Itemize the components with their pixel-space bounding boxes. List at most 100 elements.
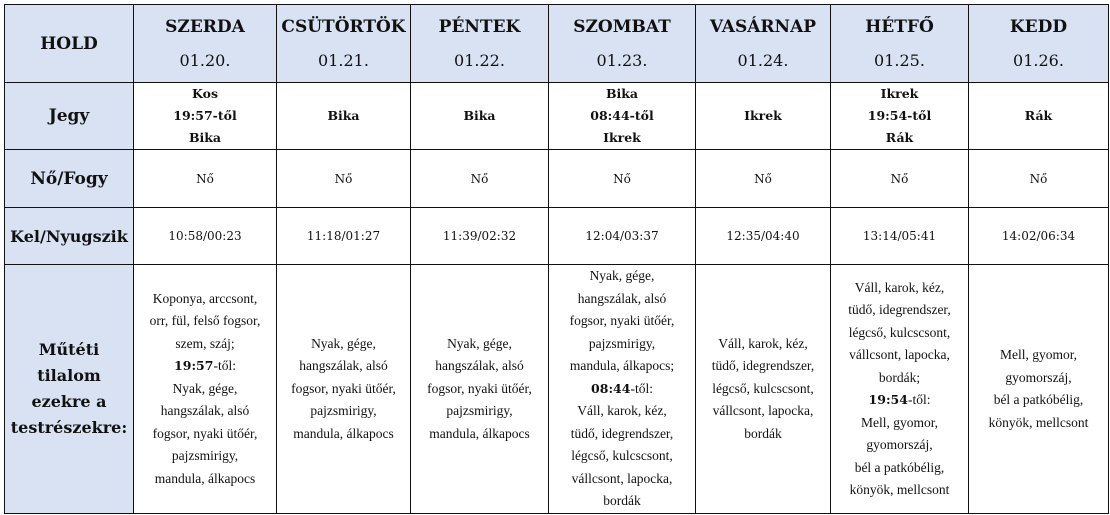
sign-line: Ikrek <box>744 108 782 123</box>
day-header: PÉNTEK 01.22. <box>410 4 549 83</box>
restriction-time: 08:44 <box>591 380 631 396</box>
restriction-label-line: testrészekre: <box>10 418 128 437</box>
restriction-line: Koponya, arccsont, <box>152 290 258 306</box>
sign-line: 08:44-től <box>590 108 654 123</box>
sign-line: Bika <box>605 86 639 101</box>
restriction-line: fogsor, nyaki ütőér, <box>569 313 675 329</box>
restriction-line: mandula, álkapocs; <box>569 358 675 374</box>
day-name: SZERDA <box>165 16 245 37</box>
riseset-cell: 11:18/01:27 <box>276 207 411 265</box>
sign-line: Ikrek <box>603 130 641 145</box>
restriction-line: bél a patkóbélig, <box>993 392 1084 407</box>
restriction-cell: Mell, gyomor, gyomorszáj, bél a patkóbélig… <box>968 264 1109 514</box>
moon-calendar-table: HOLD SZERDA 01.20. CSÜTÖRTÖK 01.21. PÉNTEK 01… <box>4 4 1109 514</box>
restriction-line: Nyak, gége, <box>311 335 376 351</box>
phase-cell: Nő <box>548 149 696 208</box>
restriction-line: Váll, karok, kéz, <box>854 279 945 295</box>
restriction-line: Nyak, gége, <box>447 335 512 351</box>
restriction-line: szem, száj; <box>175 335 235 351</box>
sign-line: Rák <box>885 130 914 145</box>
phase-cell: Nő <box>276 149 411 208</box>
riseset-cell: 14:02/06:34 <box>968 207 1109 265</box>
phase-row: Nő/Fogy Nő Nő Nő Nő Nő Nő Nő <box>4 149 1109 208</box>
restriction-line: könyök, mellcsont <box>849 482 950 497</box>
day-name: CSÜTÖRTÖK <box>281 16 406 37</box>
restriction-cell: Nyak, gége, hangszálak, alsó fogsor, nyaki… <box>410 264 549 514</box>
restriction-line: bél a patkóbélig, <box>854 459 945 475</box>
day-header: VASÁRNAP 01.24. <box>695 4 831 83</box>
day-date: 01.20. <box>179 50 231 70</box>
restriction-line: pajzsmirigy, <box>588 335 656 351</box>
restriction-line: fogsor, nyaki ütőér, <box>291 380 396 396</box>
restriction-line: Mell, gyomor, <box>999 347 1078 362</box>
day-name: HÉTFŐ <box>865 16 934 37</box>
restriction-line: hangszálak, alsó <box>577 290 667 306</box>
day-date: 01.21. <box>318 50 369 70</box>
restriction-time-suffix: -től: <box>630 380 653 396</box>
restriction-cell: Nyak, gége, hangszálak, alsó fogsor, nyaki… <box>548 264 696 514</box>
restriction-line: pajzsmirigy, <box>446 403 513 419</box>
sign-cell: Kos 19:57-től Bika <box>133 82 277 150</box>
restriction-line: mandula, álkapocs <box>293 425 394 441</box>
sign-label: Jegy <box>4 82 134 150</box>
sign-line: Bika <box>327 108 360 123</box>
day-date: 01.25. <box>874 50 925 70</box>
sign-line: Rák <box>1024 108 1053 123</box>
restriction-line: vállcsont, lapocka, <box>849 347 950 362</box>
day-header: KEDD 01.26. <box>968 4 1109 83</box>
restriction-cell: Nyak, gége, hangszálak, alsó fogsor, nyaki… <box>276 264 411 514</box>
day-name: SZOMBAT <box>573 16 671 37</box>
sign-cell: Bika 08:44-től Ikrek <box>548 82 696 150</box>
day-name: VASÁRNAP <box>709 16 817 37</box>
phase-cell: Nő <box>830 149 969 208</box>
restriction-line: pajzsmirigy, <box>310 403 377 419</box>
restriction-line: gyomorszáj, <box>866 437 933 452</box>
restriction-line: 19:54-től: <box>831 389 968 412</box>
restriction-line: pajzsmirigy, <box>171 448 239 464</box>
restriction-line: bordák <box>603 493 641 509</box>
restriction-label-line: ezekre a <box>31 392 107 411</box>
day-header: SZOMBAT 01.23. <box>548 4 696 83</box>
restriction-line: légcső, kulcscsont, <box>571 448 673 464</box>
restriction-cell: Koponya, arccsont, orr, fül, felső fogsor… <box>133 264 277 514</box>
sign-line: Ikrek <box>880 86 919 101</box>
restriction-label-line: Műtéti tilalom <box>37 340 101 385</box>
restriction-line: orr, fül, felső fogsor, <box>149 313 261 329</box>
restriction-cell: Váll, karok, kéz, tüdő, idegrendszer, légc… <box>830 264 969 514</box>
restriction-line: fogsor, nyaki ütőér, <box>427 380 532 396</box>
restriction-line: légcső, kulcscsont, <box>848 324 951 340</box>
day-header: SZERDA 01.20. <box>133 4 277 83</box>
restriction-label: Műtéti tilalom ezekre a testrészekre: <box>4 264 134 514</box>
sign-line: Kos <box>192 86 218 101</box>
restriction-line: 08:44-től: <box>549 378 695 401</box>
sign-cell: Ikrek <box>695 82 831 150</box>
sign-cell: Rák <box>968 82 1109 150</box>
restriction-time-suffix: -től: <box>907 392 931 407</box>
sign-line: 19:54-től <box>867 108 932 123</box>
day-header: HÉTFŐ 01.25. <box>830 4 969 83</box>
sign-row: Jegy Kos 19:57-től Bika Bika Bika Bika 08:44-t… <box>4 82 1109 150</box>
sign-line: 19:57-től <box>173 108 237 123</box>
day-date: 01.24. <box>737 50 789 70</box>
corner-header: HOLD <box>4 4 134 83</box>
sign-line: Bika <box>188 130 222 145</box>
sign-cell: Bika <box>410 82 549 150</box>
riseset-label: Kel/Nyugszik <box>4 207 134 265</box>
restriction-line: hangszálak, alsó <box>435 358 524 374</box>
restriction-line: vállcsont, lapocka, <box>571 470 673 486</box>
restriction-line: vállcsont, lapocka, <box>712 403 814 419</box>
sign-cell: Ikrek 19:54-től Rák <box>830 82 969 150</box>
restriction-line: hangszálak, alsó <box>160 403 250 419</box>
phase-cell: Nő <box>410 149 549 208</box>
phase-label: Nő/Fogy <box>4 149 134 208</box>
day-date: 01.22. <box>454 50 505 70</box>
restriction-line: fogsor, nyaki ütőér, <box>152 425 258 441</box>
restriction-line: Váll, karok, kéz, <box>718 335 808 351</box>
riseset-cell: 12:04/03:37 <box>548 207 696 265</box>
restriction-line: Váll, karok, kéz, <box>577 403 667 419</box>
riseset-cell: 12:35/04:40 <box>695 207 831 265</box>
restriction-line: légcső, kulcscsont, <box>712 380 814 396</box>
day-name: KEDD <box>1009 16 1068 37</box>
restriction-line: hangszálak, alsó <box>299 358 388 374</box>
riseset-cell: 13:14/05:41 <box>830 207 969 265</box>
